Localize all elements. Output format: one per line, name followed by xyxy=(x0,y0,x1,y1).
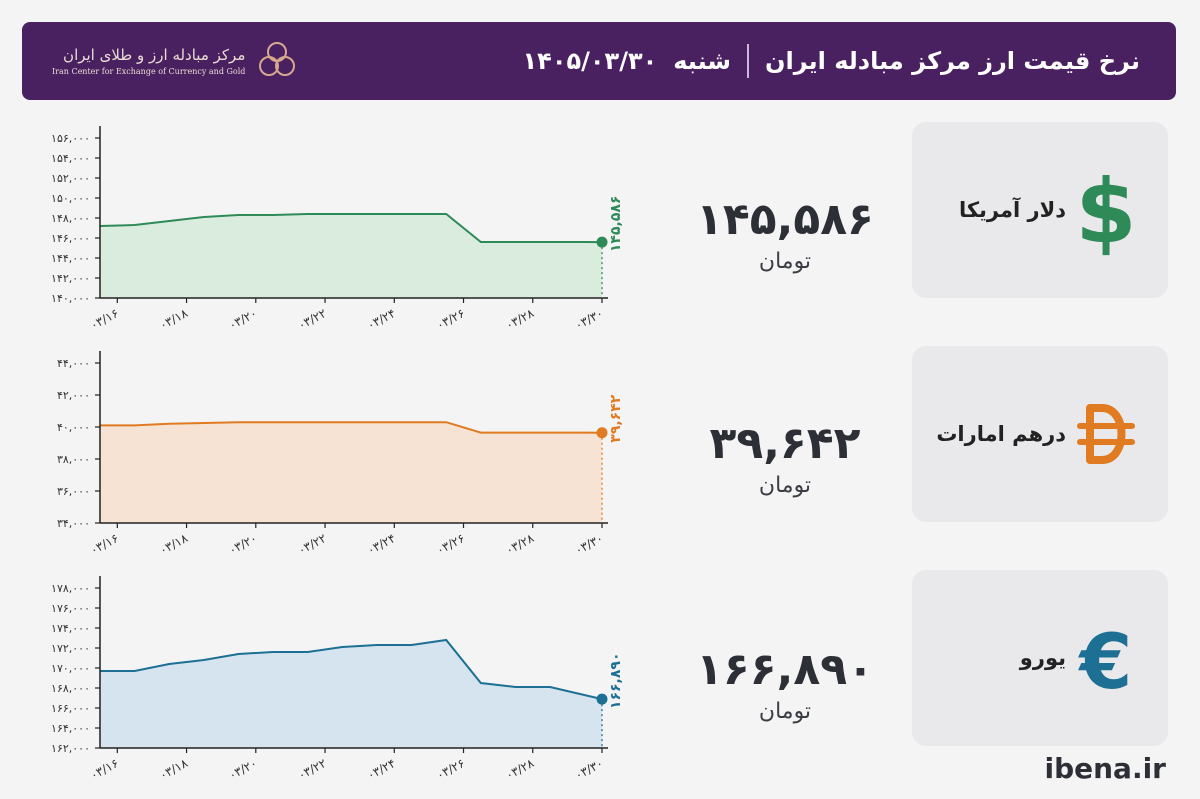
y-tick-label: ۱۴۶,۰۰۰ xyxy=(51,232,90,245)
dirham-name: درهم امارات xyxy=(936,422,1066,446)
chart-area xyxy=(100,640,602,748)
logo-text-en: Iran Center for Exchange of Currency and… xyxy=(52,67,246,76)
header-divider xyxy=(747,44,749,78)
x-tick-label: ۰۳/۲۰ xyxy=(226,306,259,332)
x-tick-label: ۰۳/۱۶ xyxy=(88,756,121,782)
x-tick-label: ۰۳/۲۲ xyxy=(296,756,329,782)
euro-card: یورو € xyxy=(912,570,1168,746)
chart-line xyxy=(99,213,603,244)
x-tick-label: ۰۳/۲۶ xyxy=(434,306,467,332)
dirham-unit: تومان xyxy=(758,473,812,498)
euro-icon: € xyxy=(1078,617,1133,706)
header-date: ۱۴۰۵/۰۳/۳۰ xyxy=(522,47,658,75)
dirham-value: ۳۹,۶۴۲ xyxy=(709,418,861,469)
y-tick-label: ۱۵۰,۰۰۰ xyxy=(51,192,90,205)
dollar-card: دلار آمریکا $ xyxy=(912,122,1168,298)
y-tick-label: ۱۶۴,۰۰۰ xyxy=(51,722,90,735)
x-tick-label: ۰۳/۳۰ xyxy=(573,756,606,782)
x-tick-label: ۰۳/۲۴ xyxy=(365,306,398,332)
y-tick-label: ۱۴۴,۰۰۰ xyxy=(51,252,90,265)
chart-area xyxy=(100,214,602,298)
chart-line xyxy=(100,421,603,434)
last-value-dot xyxy=(596,236,608,248)
dirham-chart-svg: ۳۴,۰۰۰ ۳۶,۰۰۰ ۳۸,۰۰۰ ۴۰,۰۰۰ ۴۲,۰۰۰ ۴۴,۰۰۰ ۰۳/۱… xyxy=(57,351,624,558)
header-title-group: نرخ قیمت ارز مرکز مبادله ایران شنبه ۱۴۰۵… xyxy=(523,40,1140,82)
x-tick-label: ۰۳/۱۸ xyxy=(157,531,190,558)
x-tick-label: ۰۳/۲۴ xyxy=(365,756,398,782)
euro-chart: ۱۶۲,۰۰۰ ۱۶۴,۰۰۰ ۱۶۶,۰۰۰ ۱۶۸,۰۰۰ ۱۷۰,۰۰۰ ۱۷۲,۰… xyxy=(0,568,660,798)
last-value-label: ۱۴۵,۵۸۶ xyxy=(608,196,624,253)
x-tick-label: ۰۳/۲۰ xyxy=(226,756,259,782)
x-tick-label: ۰۳/۳۰ xyxy=(573,306,606,332)
dollar-icon: $ xyxy=(1076,162,1136,258)
y-tick-label: ۱۷۰,۰۰۰ xyxy=(51,662,90,675)
y-tick-label: ۳۶,۰۰۰ xyxy=(57,485,90,498)
euro-name: یورو xyxy=(1019,646,1066,670)
x-tick-label: ۰۳/۲۴ xyxy=(365,531,398,557)
y-tick-label: ۱۷۲,۰۰۰ xyxy=(51,642,90,655)
last-value-dot xyxy=(596,693,608,705)
euro-value-block: ۱۶۶,۸۹۰ تومان xyxy=(660,604,910,764)
y-tick-label: ۱۷۶,۰۰۰ xyxy=(51,602,90,615)
last-value-label: ۱۶۶,۸۹۰ xyxy=(608,653,624,710)
dollar-unit: تومان xyxy=(758,249,812,274)
header-bar: مرکز مبادله ارز و طلای ایران Iran Center… xyxy=(22,22,1176,100)
x-tick-label: ۰۳/۲۲ xyxy=(296,306,329,332)
x-tick-label: ۰۳/۲۶ xyxy=(434,531,467,557)
dollar-chart: ۱۴۰,۰۰۰ ۱۴۲,۰۰۰ ۱۴۴,۰۰۰ ۱۴۶,۰۰۰ ۱۴۸,۰۰۰ ۱۵۰,۰… xyxy=(0,118,660,348)
dirham-chart: ۳۴,۰۰۰ ۳۶,۰۰۰ ۳۸,۰۰۰ ۴۰,۰۰۰ ۴۲,۰۰۰ ۴۴,۰۰۰ ۰۳/۱… xyxy=(0,343,660,573)
dirham-icon xyxy=(1077,404,1135,464)
y-tick-label: ۱۴۸,۰۰۰ xyxy=(51,212,90,225)
logo-text-fa: مرکز مبادله ارز و طلای ایران xyxy=(63,46,246,64)
y-tick-label: ۱۶۸,۰۰۰ xyxy=(51,682,90,695)
header-day: شنبه xyxy=(673,47,731,75)
dirham-card: درهم امارات xyxy=(912,346,1168,522)
x-tick-label: ۰۳/۲۸ xyxy=(503,306,536,333)
y-tick-label: ۱۷۴,۰۰۰ xyxy=(51,622,90,635)
x-tick-label: ۰۳/۱۸ xyxy=(157,756,190,783)
euro-unit: تومان xyxy=(758,699,812,724)
chart-area xyxy=(100,422,602,523)
x-tick-label: ۰۳/۲۲ xyxy=(296,531,329,557)
y-tick-label: ۳۴,۰۰۰ xyxy=(57,517,90,530)
dollar-name: دلار آمریکا xyxy=(958,198,1066,222)
euro-value: ۱۶۶,۸۹۰ xyxy=(696,644,874,695)
euro-chart-svg: ۱۶۲,۰۰۰ ۱۶۴,۰۰۰ ۱۶۶,۰۰۰ ۱۶۸,۰۰۰ ۱۷۰,۰۰۰ ۱۷۲,۰… xyxy=(51,576,624,783)
x-tick-label: ۰۳/۲۸ xyxy=(503,531,536,558)
x-tick-label: ۰۳/۱۶ xyxy=(88,531,121,557)
y-tick-label: ۱۴۰,۰۰۰ xyxy=(51,292,90,305)
logo-emblem-icon xyxy=(259,42,296,76)
x-tick-label: ۰۳/۲۸ xyxy=(503,756,536,783)
x-tick-label: ۰۳/۲۰ xyxy=(226,531,259,557)
dollar-chart-svg: ۱۴۰,۰۰۰ ۱۴۲,۰۰۰ ۱۴۴,۰۰۰ ۱۴۶,۰۰۰ ۱۴۸,۰۰۰ ۱۵۰,۰… xyxy=(51,126,624,333)
svg-text:€: € xyxy=(1078,617,1133,706)
y-tick-label: ۱۶۶,۰۰۰ xyxy=(51,702,90,715)
dollar-value: ۱۴۵,۵۸۶ xyxy=(696,194,874,245)
dirham-value-block: ۳۹,۶۴۲ تومان xyxy=(660,378,910,538)
y-tick-label: ۱۵۲,۰۰۰ xyxy=(51,172,90,185)
last-value-dot xyxy=(596,427,608,439)
site-brand: ibena.ir xyxy=(1044,752,1166,785)
x-tick-label: ۰۳/۳۰ xyxy=(573,531,606,557)
x-tick-label: ۰۳/۱۶ xyxy=(88,306,121,332)
svg-text:$: $ xyxy=(1076,162,1136,258)
y-tick-label: ۴۰,۰۰۰ xyxy=(57,421,90,434)
dollar-value-block: ۱۴۵,۵۸۶ تومان xyxy=(660,154,910,314)
y-tick-label: ۱۵۴,۰۰۰ xyxy=(51,152,90,165)
y-tick-label: ۴۴,۰۰۰ xyxy=(57,357,90,370)
y-tick-label: ۱۴۲,۰۰۰ xyxy=(51,272,90,285)
y-tick-label: ۱۵۶,۰۰۰ xyxy=(51,132,90,145)
y-tick-label: ۴۲,۰۰۰ xyxy=(57,389,90,402)
chart-line xyxy=(100,638,603,701)
y-tick-label: ۱۷۸,۰۰۰ xyxy=(51,582,90,595)
y-tick-label: ۳۸,۰۰۰ xyxy=(57,453,90,466)
last-value-label: ۳۹,۶۴۲ xyxy=(608,394,624,442)
x-tick-label: ۰۳/۲۶ xyxy=(434,756,467,782)
page-title: نرخ قیمت ارز مرکز مبادله ایران xyxy=(765,47,1140,75)
y-tick-label: ۱۶۲,۰۰۰ xyxy=(51,742,90,755)
logo: مرکز مبادله ارز و طلای ایران Iran Center… xyxy=(52,34,299,88)
x-tick-label: ۰۳/۱۸ xyxy=(157,306,190,333)
